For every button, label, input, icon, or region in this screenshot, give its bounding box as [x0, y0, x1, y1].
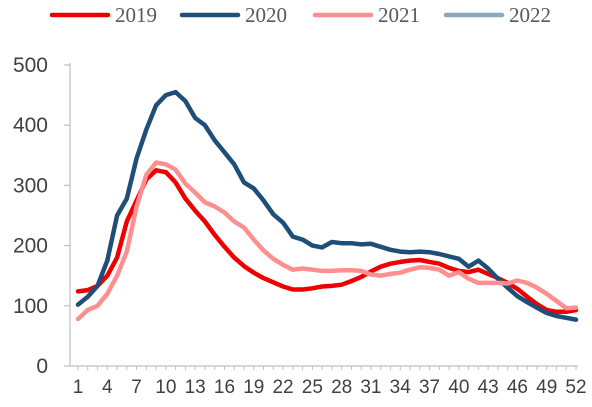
legend-label: 2020: [245, 3, 287, 27]
y-tick-label: 200: [13, 235, 48, 258]
x-tick-label: 7: [131, 377, 142, 398]
legend-item-2020: 2020: [179, 3, 287, 27]
y-tick-label: 100: [13, 295, 48, 318]
x-tick-label: 28: [331, 377, 352, 398]
x-tick-label: 19: [243, 377, 264, 398]
legend-item-2022: 2022: [443, 3, 551, 27]
x-tick-label: 13: [185, 377, 206, 398]
x-tick-label: 40: [448, 377, 469, 398]
x-tick-label: 1: [73, 377, 84, 398]
x-tick-label: 10: [155, 377, 176, 398]
x-tick-label: 4: [102, 377, 113, 398]
x-tick-label: 34: [390, 377, 412, 398]
y-axis: 0 100 200 300 400 500: [13, 54, 71, 378]
x-tick-label: 52: [565, 377, 586, 398]
legend-label: 2022: [509, 3, 551, 27]
y-tick-label: 300: [13, 174, 48, 197]
x-tick-label: 31: [360, 377, 381, 398]
legend-item-2021: 2021: [312, 3, 420, 27]
legend-item-2019: 2019: [49, 3, 157, 27]
chart-legend: 2019 2020 2021 2022: [49, 3, 551, 27]
plot-area: [75, 89, 579, 322]
x-tick-label: 37: [419, 377, 440, 398]
y-tick-label: 0: [36, 355, 48, 378]
x-axis: 1 4 7 10 13 16 19 22 25 28 31 34 37 40 43 46 49 52: [70, 365, 587, 398]
y-tick-label: 400: [13, 114, 48, 137]
series-line-2020: [75, 89, 579, 322]
x-tick-label: 25: [302, 377, 323, 398]
legend-label: 2019: [115, 3, 157, 27]
legend-label: 2021: [378, 3, 420, 27]
series-line-2021: [75, 160, 579, 322]
y-tick-label: 500: [13, 54, 48, 77]
x-tick-label: 43: [478, 377, 499, 398]
x-tick-label: 49: [536, 377, 557, 398]
x-tick-label: 46: [507, 377, 528, 398]
x-tick-label: 22: [272, 377, 293, 398]
x-tick-label: 16: [214, 377, 235, 398]
series-line-2019: [75, 168, 579, 315]
